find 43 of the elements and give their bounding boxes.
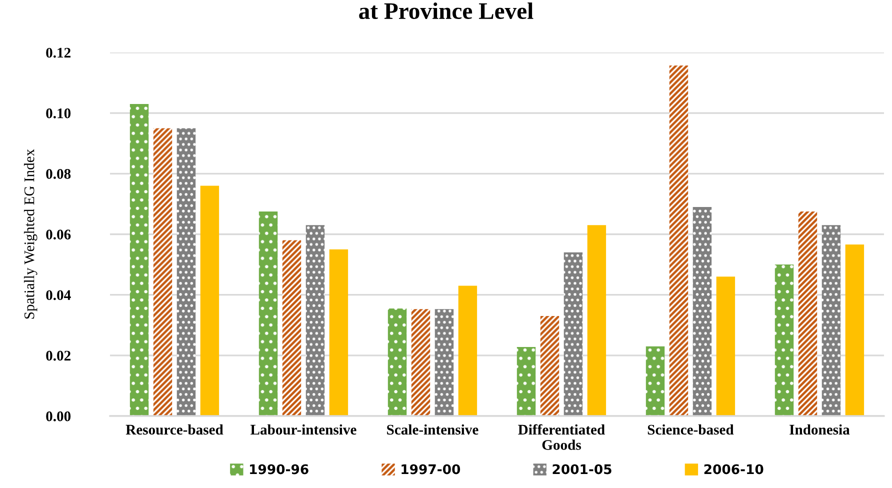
x-tick-label: Indonesia <box>790 424 850 435</box>
bar <box>587 225 606 416</box>
y-tick-label: 0.06 <box>46 230 71 240</box>
bar <box>822 225 841 416</box>
bar <box>669 65 688 416</box>
bar <box>692 206 712 416</box>
bar <box>388 308 407 416</box>
bar <box>153 128 172 416</box>
x-tick-label: Scale-intensive <box>387 424 478 435</box>
bar <box>540 316 560 416</box>
bar <box>282 240 302 416</box>
y-tick-label: 0.10 <box>46 108 71 118</box>
x-tick-label: Labour-intensive <box>250 424 356 435</box>
x-tick-label: Differentiated Goods <box>518 424 605 450</box>
bar <box>130 104 149 416</box>
bar <box>458 286 478 416</box>
x-tick-label: Resource-based <box>126 424 224 435</box>
bar <box>516 346 536 416</box>
bar <box>258 212 278 416</box>
y-tick-label: 0.02 <box>46 350 70 361</box>
bar <box>306 225 325 416</box>
bar <box>329 249 348 416</box>
bar <box>411 309 430 416</box>
y-tick-label: 0.08 <box>46 169 71 179</box>
legend-label: 1997-00 <box>402 464 460 474</box>
bar <box>564 252 583 416</box>
x-tick-label: Science-based <box>648 424 734 435</box>
bar <box>646 346 665 416</box>
y-axis-title: Spatially Weighted EG Index <box>24 149 38 319</box>
legend-label: 2001-05 <box>552 464 612 474</box>
y-tick-label: 0.04 <box>46 290 71 300</box>
bar <box>716 276 736 416</box>
legend-label: 2006-10 <box>704 464 764 474</box>
bar <box>845 244 864 416</box>
bar <box>774 264 794 416</box>
bar <box>434 309 454 416</box>
y-tick-label: 0.12 <box>46 48 70 58</box>
bar <box>200 186 220 416</box>
bar <box>798 212 818 416</box>
legend-label: 1990-96 <box>250 464 308 474</box>
y-tick-label: 0.00 <box>46 411 71 422</box>
bar <box>176 128 196 416</box>
chart-title: at Province Level <box>359 2 534 20</box>
